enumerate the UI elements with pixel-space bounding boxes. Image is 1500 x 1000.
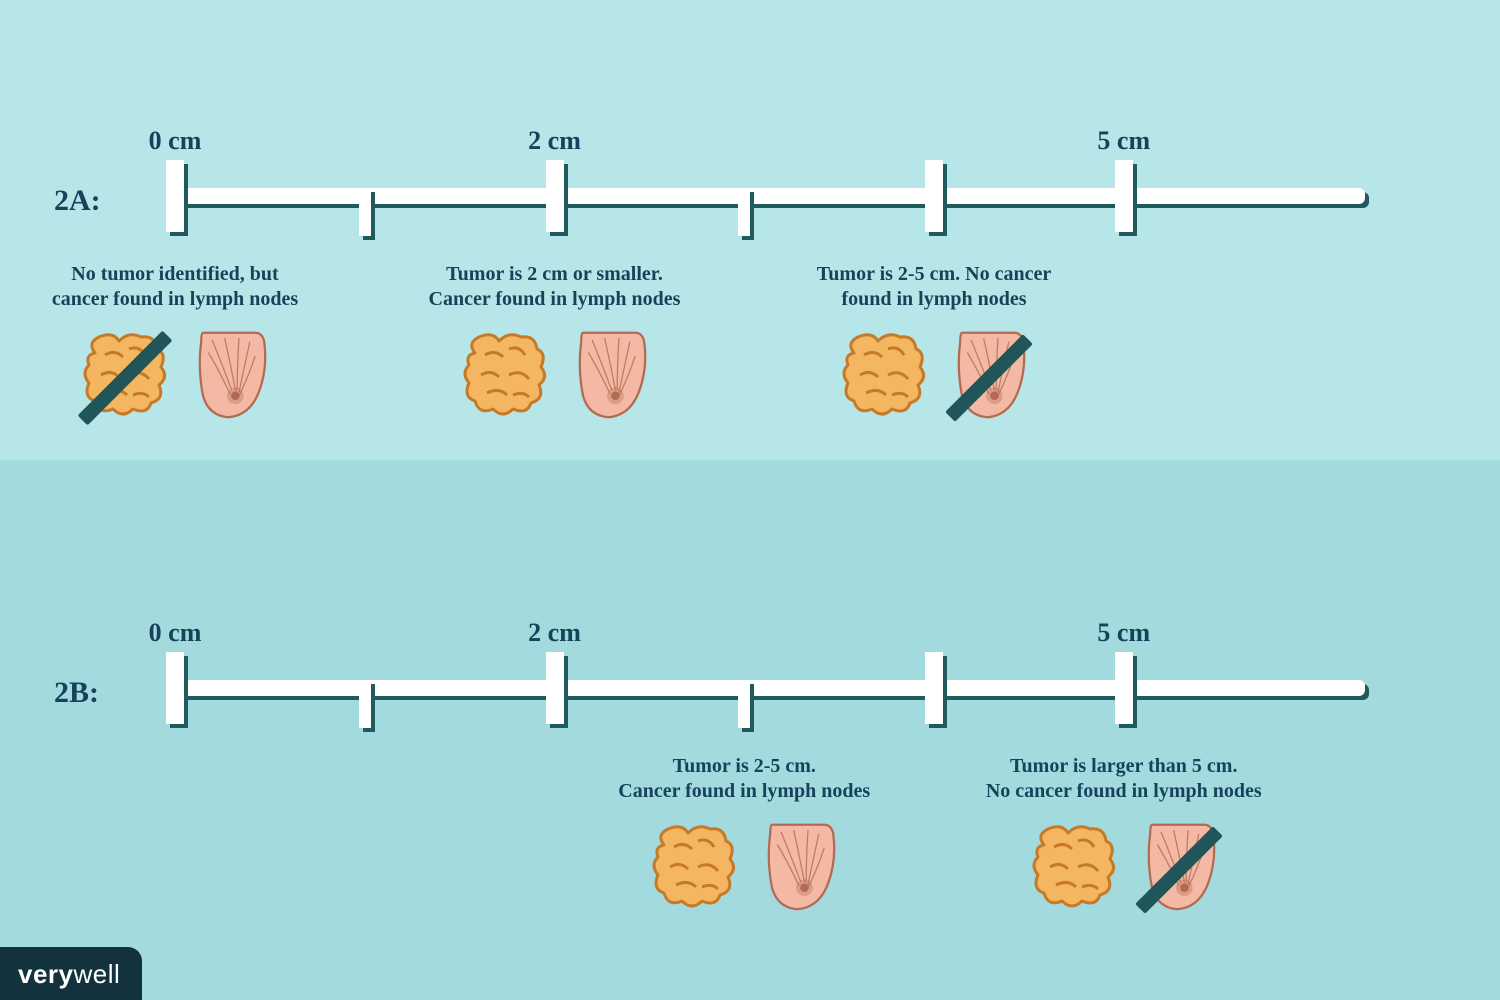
ruler-tick-label: 5 cm bbox=[1097, 618, 1150, 648]
tumor-icon bbox=[644, 817, 744, 917]
icon-pair bbox=[75, 320, 275, 435]
breast-icon-holder bbox=[1134, 812, 1224, 927]
ruler-bar bbox=[175, 680, 1365, 696]
ruler-tick-major bbox=[925, 160, 943, 232]
tumor-icon bbox=[834, 325, 934, 425]
tumor-icon-holder bbox=[75, 325, 175, 430]
tumor-icon bbox=[1024, 817, 1124, 917]
ruler-bar bbox=[175, 188, 1365, 204]
breast-icon-holder bbox=[185, 320, 275, 435]
tumor-icon-holder bbox=[644, 817, 744, 922]
verywell-logo: verywell bbox=[0, 947, 142, 1000]
stage-2a-label: 2A: bbox=[54, 184, 101, 218]
ruler-tick-minor bbox=[738, 680, 750, 728]
panel-stage-2b: 2B: 0 cm 2 cm 5 cm Tumor is 2-5 cm.Cancer f… bbox=[0, 460, 1500, 1000]
stage-2b-label: 2B: bbox=[54, 676, 99, 710]
ruler-tick-minor bbox=[359, 188, 371, 236]
breast-icon bbox=[754, 812, 844, 922]
ruler-tick-major bbox=[1115, 652, 1133, 724]
condition-description: No tumor identified, butcancer found in … bbox=[5, 262, 345, 312]
icon-pair bbox=[1024, 812, 1224, 927]
tumor-icon-holder bbox=[455, 325, 555, 430]
ruler-tick-label: 2 cm bbox=[528, 126, 581, 156]
condition-description: Tumor is 2 cm or smaller.Cancer found in… bbox=[385, 262, 725, 312]
tumor-icon-holder bbox=[834, 325, 934, 430]
ruler-tick-major bbox=[1115, 160, 1133, 232]
breast-icon-holder bbox=[944, 320, 1034, 435]
ruler-tick-label: 0 cm bbox=[149, 618, 202, 648]
condition-description: Tumor is 2-5 cm.Cancer found in lymph no… bbox=[574, 754, 914, 804]
ruler-tick-major bbox=[925, 652, 943, 724]
ruler-tick-label: 2 cm bbox=[528, 618, 581, 648]
condition-description: Tumor is 2-5 cm. No cancerfound in lymph… bbox=[764, 262, 1104, 312]
tumor-icon bbox=[455, 325, 555, 425]
ruler-tick-minor bbox=[359, 680, 371, 728]
logo-light: well bbox=[74, 959, 121, 989]
logo-bold: very bbox=[18, 959, 74, 989]
breast-icon bbox=[185, 320, 275, 430]
icon-pair bbox=[644, 812, 844, 927]
icon-pair bbox=[834, 320, 1034, 435]
ruler-tick-major bbox=[166, 160, 184, 232]
ruler-tick-label: 0 cm bbox=[149, 126, 202, 156]
condition-description: Tumor is larger than 5 cm.No cancer foun… bbox=[954, 754, 1294, 804]
ruler-tick-major bbox=[166, 652, 184, 724]
tumor-icon-holder bbox=[1024, 817, 1124, 922]
ruler-tick-minor bbox=[738, 188, 750, 236]
icon-pair bbox=[455, 320, 655, 435]
breast-icon-holder bbox=[565, 320, 655, 435]
panel-stage-2a: 2A: 0 cm 2 cm 5 cm No tumor identified, but… bbox=[0, 0, 1500, 460]
breast-icon bbox=[565, 320, 655, 430]
ruler-tick-label: 5 cm bbox=[1097, 126, 1150, 156]
ruler-tick-major bbox=[546, 160, 564, 232]
breast-icon-holder bbox=[754, 812, 844, 927]
ruler-tick-major bbox=[546, 652, 564, 724]
